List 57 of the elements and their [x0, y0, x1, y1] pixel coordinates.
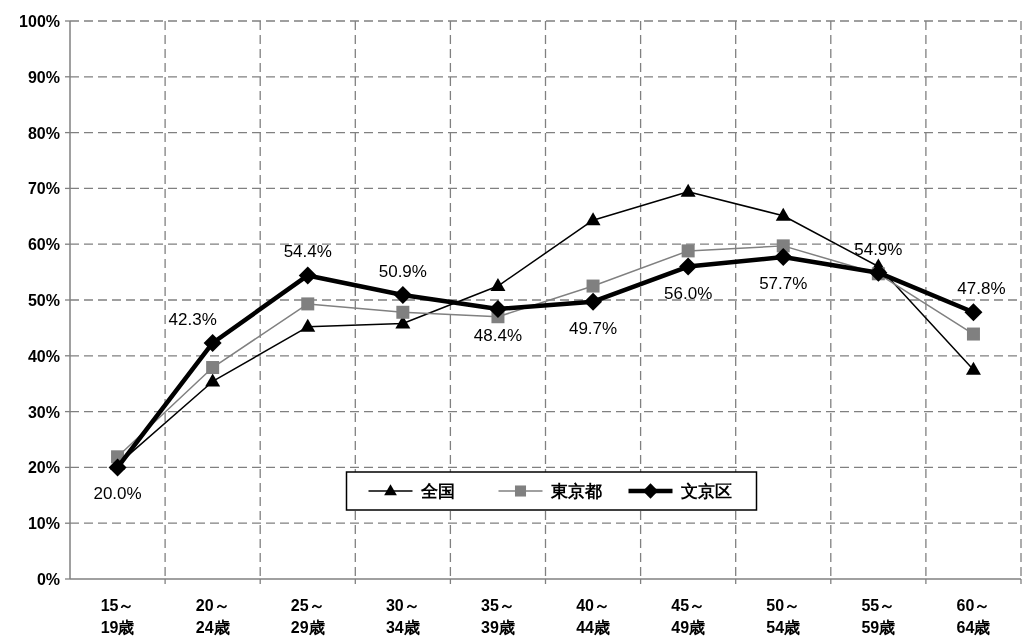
- point: [679, 257, 698, 276]
- data-label: 47.8%: [957, 279, 1006, 299]
- point: [965, 361, 981, 375]
- point: [488, 299, 507, 318]
- y-tick-label: 80%: [27, 124, 60, 142]
- point: [585, 212, 601, 226]
- point: [393, 285, 412, 304]
- x-tick-label: 55～59歳: [861, 597, 896, 636]
- point: [396, 305, 410, 319]
- data-label: 54.4%: [283, 242, 332, 262]
- point: [300, 318, 316, 332]
- y-tick-label: 70%: [27, 180, 60, 198]
- point: [680, 183, 696, 197]
- point: [584, 292, 603, 311]
- x-tick-label: 60～64歳: [956, 597, 991, 636]
- x-tick-label: 50～54歳: [766, 597, 801, 636]
- data-label: 50.9%: [378, 261, 427, 281]
- point: [966, 327, 980, 341]
- y-tick-label: 10%: [27, 515, 60, 533]
- point: [681, 244, 695, 258]
- point: [490, 278, 506, 292]
- y-tick-label: 90%: [27, 68, 60, 86]
- point: [775, 207, 791, 221]
- x-tick-label: 20～24歳: [195, 597, 230, 636]
- x-tick-label: 25～29歳: [290, 597, 325, 636]
- legend-label: 東京都: [549, 482, 602, 501]
- point: [586, 279, 600, 293]
- y-tick-label: 20%: [27, 459, 60, 477]
- data-label: 57.7%: [759, 274, 808, 294]
- data-label: 56.0%: [664, 283, 713, 303]
- point: [108, 458, 127, 477]
- point: [776, 239, 790, 253]
- y-tick-label: 0%: [36, 571, 60, 588]
- data-label: 20.0%: [93, 484, 142, 504]
- data-label: 48.4%: [473, 325, 523, 345]
- point: [774, 248, 793, 267]
- y-tick-label: 60%: [27, 236, 60, 254]
- x-tick-label: 30～34歳: [385, 597, 420, 636]
- data-label: 42.3%: [168, 309, 217, 329]
- data-label: 49.7%: [568, 318, 618, 338]
- y-tick-label: 50%: [27, 292, 60, 309]
- point: [298, 266, 317, 285]
- x-tick-label: 35～39歳: [481, 597, 515, 636]
- legend-label: 全国: [419, 482, 455, 501]
- x-tick-label: 45～49歳: [671, 597, 706, 636]
- point: [206, 361, 220, 375]
- point: [205, 373, 221, 387]
- x-tick-label: 40～44歳: [576, 597, 610, 636]
- y-tick-label: 30%: [27, 403, 60, 421]
- legend-label: 文京区: [679, 482, 732, 501]
- point: [203, 333, 222, 352]
- y-tick-label: 100%: [19, 13, 60, 30]
- point: [301, 297, 315, 311]
- data-label: 54.9%: [854, 239, 903, 259]
- x-tick-label: 15～19歳: [100, 597, 135, 636]
- y-tick-label: 40%: [27, 347, 60, 365]
- point: [964, 303, 983, 322]
